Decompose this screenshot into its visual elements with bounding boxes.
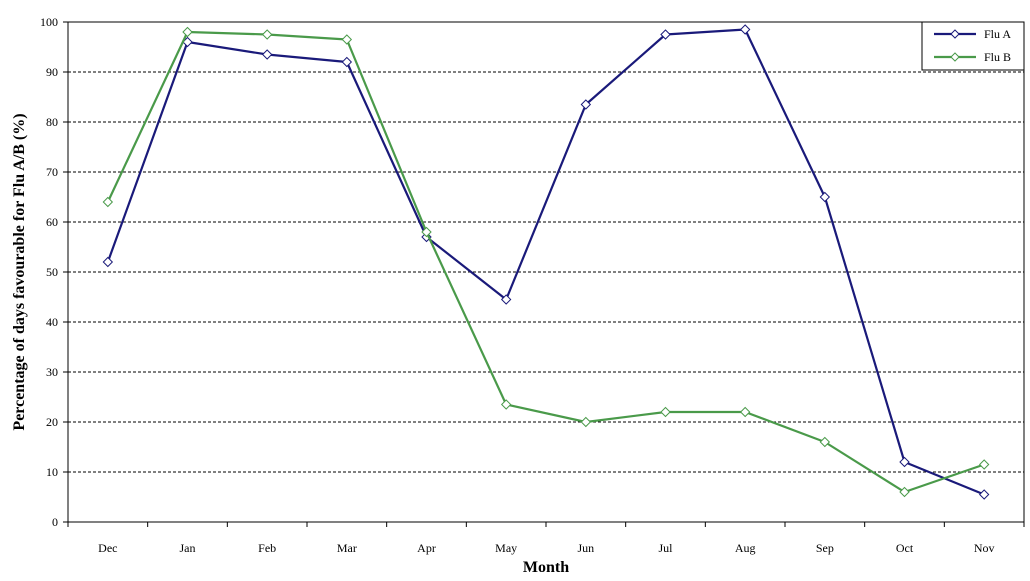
y-tick-label: 100 — [40, 15, 58, 29]
x-tick-label: Jun — [577, 541, 594, 555]
x-axis-title: Month — [523, 559, 569, 576]
y-tick-label: 10 — [46, 465, 58, 479]
x-tick-label: Mar — [337, 541, 357, 555]
x-tick-label: Nov — [974, 541, 995, 555]
data-point-flu-a — [978, 489, 990, 500]
series-line-flu-a — [106, 28, 985, 496]
data-point-flu-b — [500, 399, 512, 410]
data-point-flu-b — [739, 406, 751, 418]
x-tick-label: Jan — [180, 541, 196, 555]
data-point-flu-b — [978, 459, 990, 470]
x-tick-label: Feb — [258, 541, 276, 555]
data-point-flu-a — [660, 29, 671, 40]
data-point-flu-b — [660, 406, 671, 418]
y-tick-label: 90 — [46, 65, 58, 79]
data-point-flu-b — [182, 26, 193, 38]
data-point-flu-b — [341, 34, 353, 45]
data-point-flu-b — [819, 436, 831, 448]
legend: Flu A Flu B — [921, 21, 1025, 71]
axes — [63, 21, 1025, 527]
y-tick-label: 20 — [46, 415, 58, 429]
y-axis-title: Percentage of days favourable for Flu A/… — [11, 113, 28, 430]
data-point-flu-a — [500, 294, 512, 305]
y-tick-label: 80 — [46, 115, 58, 129]
data-point-flu-b — [580, 416, 592, 428]
data-point-flu-a — [102, 256, 114, 268]
x-tick-label: Apr — [417, 541, 436, 555]
x-tick-label: Oct — [896, 541, 914, 555]
data-point-flu-a — [739, 24, 751, 35]
data-point-flu-a — [580, 99, 592, 110]
y-tick-label: 40 — [46, 315, 58, 329]
data-point-flu-a — [341, 56, 353, 68]
data-point-flu-b — [102, 196, 114, 208]
legend-label-flu-a: Flu A — [984, 27, 1011, 41]
x-tick-label: Sep — [816, 541, 834, 555]
x-tick-label: Aug — [735, 541, 756, 555]
y-tick-label: 30 — [46, 365, 58, 379]
legend-label-flu-b: Flu B — [984, 50, 1011, 64]
y-tick-label: 70 — [46, 165, 58, 179]
data-point-flu-a — [899, 456, 910, 468]
legend-marker-flu-a — [950, 29, 960, 39]
data-point-flu-a — [261, 49, 273, 60]
series-line-flu-b — [106, 30, 985, 494]
x-tick-label: Dec — [98, 541, 117, 555]
data-point-flu-b — [261, 29, 273, 40]
gridlines — [68, 71, 1024, 473]
x-tick-label: Jul — [658, 541, 673, 555]
legend-box — [921, 21, 1025, 71]
data-point-flu-a — [819, 191, 831, 203]
tick-labels: 0 10 20 30 40 50 60 70 80 90 100 Dec Jan Feb Mar Apr May… — [40, 15, 995, 555]
y-tick-label: 50 — [46, 265, 58, 279]
series-lines — [102, 24, 990, 500]
data-point-flu-b — [899, 486, 910, 498]
x-tick-label: May — [495, 541, 517, 555]
data-point-flu-b — [421, 226, 432, 238]
legend-marker-flu-b — [950, 52, 960, 62]
y-tick-label: 60 — [46, 215, 58, 229]
y-tick-label: 0 — [52, 515, 58, 529]
